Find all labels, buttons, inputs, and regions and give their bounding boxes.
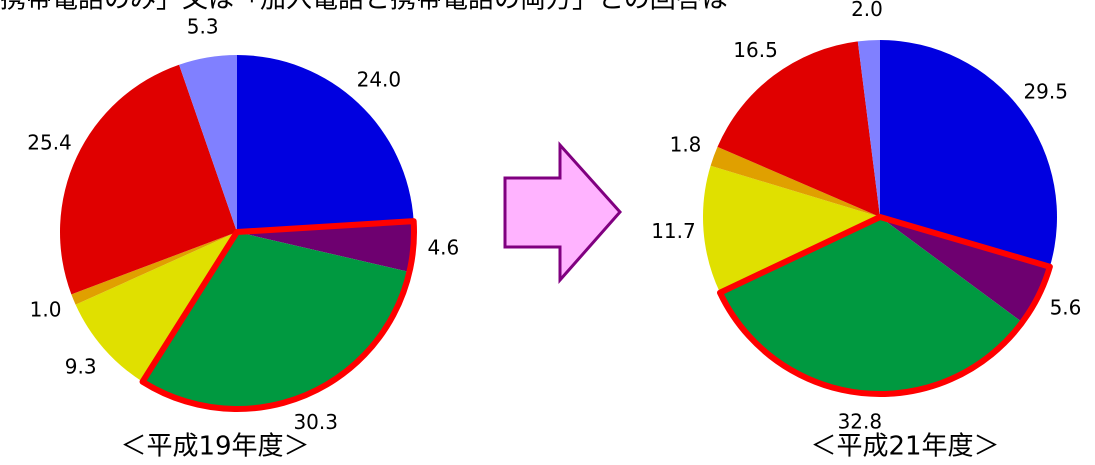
highlight-outline — [139, 218, 417, 412]
arrow — [503, 141, 623, 284]
pie-slice — [880, 217, 1050, 323]
data-label: 25.4 — [27, 131, 72, 155]
data-label: 29.5 — [1023, 79, 1068, 103]
data-label: 9.3 — [65, 354, 97, 378]
data-label: 2.0 — [851, 0, 883, 21]
data-label: 16.5 — [733, 38, 778, 62]
heading: 携帯電話のみ」又は「加入電話と携帯電話の両方」との回答は — [0, 0, 728, 15]
pie-slice — [710, 146, 880, 217]
data-label: 1.0 — [30, 298, 62, 322]
chart-title: ＜平成19年度＞ — [120, 432, 309, 462]
data-label: 5.3 — [187, 14, 219, 38]
pie-slice — [237, 55, 414, 232]
pie-slice — [719, 217, 1023, 394]
pie-slice — [71, 232, 238, 305]
pie-slice — [857, 40, 880, 217]
data-label: 11.7 — [651, 219, 696, 243]
highlight-outline — [716, 214, 1053, 397]
pie-slice — [75, 232, 238, 382]
pie-slice — [60, 64, 238, 295]
chart-title: ＜平成21年度＞ — [810, 432, 999, 462]
pie-slice — [880, 40, 1057, 267]
data-label: 1.8 — [670, 132, 702, 156]
data-label: 24.0 — [357, 68, 402, 92]
pie-slice — [717, 41, 880, 217]
pie-slice — [237, 221, 414, 273]
data-label: 30.3 — [293, 410, 338, 434]
data-label: 4.6 — [427, 236, 459, 260]
pie-slice — [702, 165, 880, 293]
data-label: 5.6 — [1050, 296, 1082, 320]
pie-slice — [179, 55, 237, 232]
data-label: 32.8 — [838, 410, 883, 434]
